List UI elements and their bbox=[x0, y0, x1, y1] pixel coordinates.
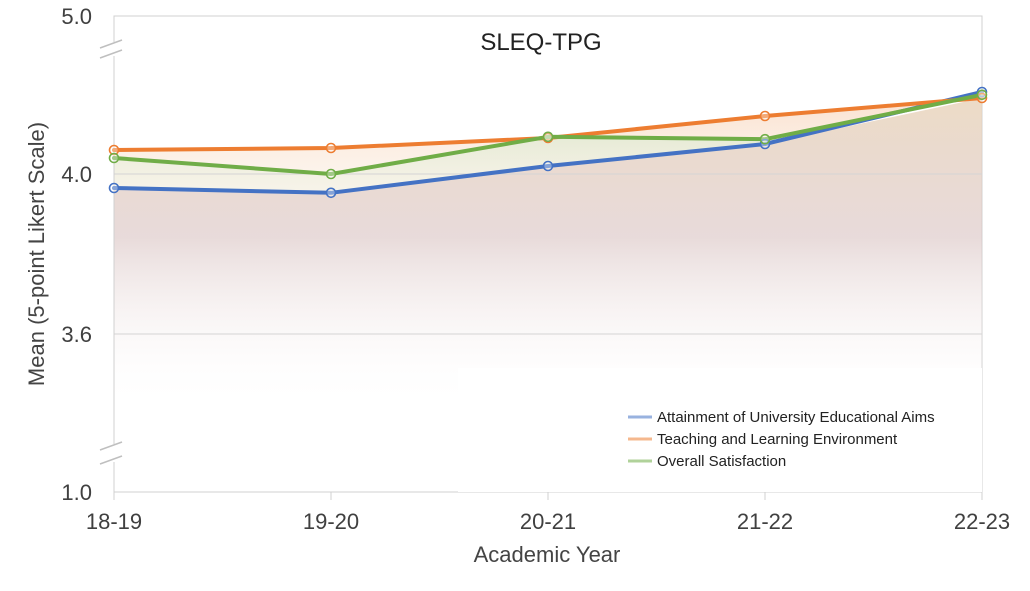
x-axis-label: Academic Year bbox=[474, 542, 621, 567]
chart-title: SLEQ-TPG bbox=[480, 29, 601, 56]
y-tick-label: 5.0 bbox=[61, 4, 92, 29]
data-point-overall-satisfaction bbox=[759, 133, 771, 145]
x-tick-label: 21-22 bbox=[737, 509, 793, 534]
series-line-attainment-of-university-educational-aims bbox=[112, 90, 984, 195]
data-point-overall-satisfaction bbox=[976, 89, 988, 101]
area-fill-under bbox=[114, 98, 982, 408]
area-fill-orange bbox=[114, 94, 982, 174]
data-point-overall-satisfaction bbox=[325, 168, 337, 180]
legend-label: Attainment of University Educational Aim… bbox=[657, 409, 935, 426]
x-tick-label: 18-19 bbox=[86, 509, 142, 534]
data-point-teaching-and-learning-environment bbox=[325, 142, 337, 154]
legend-label: Overall Satisfaction bbox=[657, 453, 786, 470]
legend-label: Teaching and Learning Environment bbox=[657, 431, 898, 448]
y-tick-label: 3.6 bbox=[61, 322, 92, 347]
y-tick-label: 4.0 bbox=[61, 162, 92, 187]
axis-break-mark bbox=[99, 49, 123, 59]
axis-break-mark bbox=[99, 455, 123, 465]
axis-break-gap bbox=[112, 444, 116, 462]
data-point-teaching-and-learning-environment bbox=[108, 144, 120, 156]
data-point-attainment-of-university-educational-aims bbox=[108, 182, 120, 194]
y-axis-label: Mean (5-point Likert Scale) bbox=[24, 122, 49, 386]
x-tick-label: 19-20 bbox=[303, 509, 359, 534]
x-tick-label: 22-23 bbox=[954, 509, 1010, 534]
data-point-overall-satisfaction bbox=[108, 152, 120, 164]
data-point-attainment-of-university-educational-aims bbox=[325, 187, 337, 199]
axis-break-gap bbox=[112, 42, 116, 56]
y-tick-label: 1.0 bbox=[61, 480, 92, 505]
data-point-teaching-and-learning-environment bbox=[759, 110, 771, 122]
legend-background bbox=[458, 368, 982, 492]
axis-break-mark bbox=[99, 39, 123, 49]
data-point-overall-satisfaction bbox=[542, 131, 554, 143]
x-tick-label: 20-21 bbox=[520, 509, 576, 534]
axis-break-mark bbox=[99, 441, 123, 451]
series-line-overall-satisfaction bbox=[112, 92, 984, 176]
data-point-teaching-and-learning-environment bbox=[976, 92, 988, 104]
data-point-attainment-of-university-educational-aims bbox=[542, 160, 554, 172]
